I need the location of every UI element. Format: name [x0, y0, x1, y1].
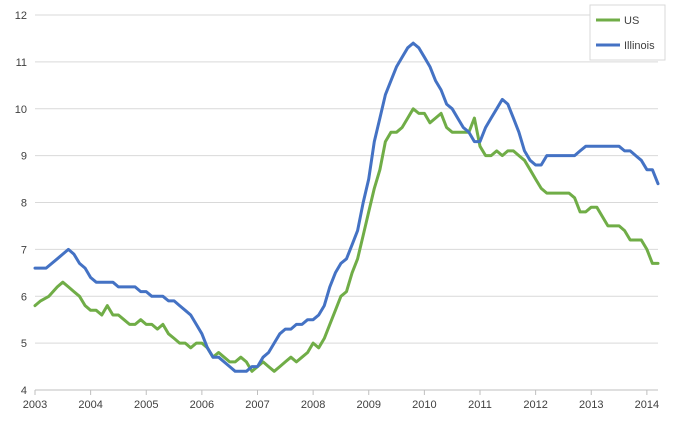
x-tick-label: 2009 [357, 399, 381, 411]
x-tick-label: 2014 [635, 399, 659, 411]
x-tick-label: 2013 [579, 399, 603, 411]
x-tick-label: 2012 [523, 399, 547, 411]
y-tick-label: 9 [21, 151, 27, 163]
y-tick-label: 6 [21, 291, 27, 303]
legend: US Illinois [589, 4, 666, 61]
legend-label: Illinois [624, 40, 655, 52]
y-tick-label: 5 [21, 338, 27, 350]
legend-box [589, 4, 666, 61]
y-tick-label: 8 [21, 198, 27, 210]
x-tick-label: 2008 [301, 399, 325, 411]
x-tick-label: 2003 [23, 399, 47, 411]
y-tick-label: 11 [16, 57, 27, 69]
series-line-illinois [33, 41, 660, 373]
x-tick-label: 2004 [78, 399, 102, 411]
series-line-us [33, 107, 660, 373]
legend-label: US [624, 15, 639, 27]
y-tick-label: 7 [21, 244, 27, 256]
y-tick-label: 10 [15, 104, 27, 116]
x-tick-label: 2010 [412, 399, 436, 411]
x-tick-label: 2011 [468, 399, 492, 411]
y-tick-label: 4 [21, 385, 27, 397]
x-tick-label: 2005 [134, 399, 158, 411]
y-tick-label: 12 [15, 10, 27, 22]
gridlines [35, 14, 658, 391]
x-tick-label: 2007 [245, 399, 269, 411]
x-tick-label: 2006 [190, 399, 214, 411]
